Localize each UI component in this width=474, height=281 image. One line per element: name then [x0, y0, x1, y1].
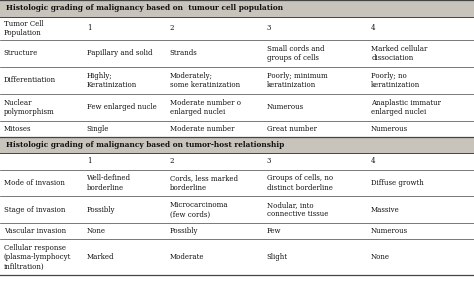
Text: Numerous: Numerous	[371, 227, 408, 235]
Text: Single: Single	[87, 125, 109, 133]
Text: Histologic grading of malignancy based on tumor-host relationship: Histologic grading of malignancy based o…	[6, 141, 284, 149]
Text: 3: 3	[267, 24, 271, 32]
Text: Numerous: Numerous	[371, 125, 408, 133]
Text: Mitoses: Mitoses	[4, 125, 31, 133]
Text: Well-defined
borderline: Well-defined borderline	[87, 175, 131, 192]
Bar	[0, 169, 474, 196]
Text: 4: 4	[371, 157, 375, 166]
Text: Few: Few	[267, 227, 282, 235]
Text: 1: 1	[87, 157, 91, 166]
Bar	[0, 153, 474, 169]
Text: Papillary and solid: Papillary and solid	[87, 49, 152, 57]
Bar	[0, 137, 474, 153]
Text: None: None	[87, 227, 106, 235]
Text: Mode of invasion: Mode of invasion	[4, 179, 64, 187]
Text: Tumor Cell
Population: Tumor Cell Population	[4, 20, 43, 37]
Text: Strands: Strands	[170, 49, 198, 57]
Text: Poorly; no
keratinization: Poorly; no keratinization	[371, 72, 420, 89]
Text: Marked cellular
dissociation: Marked cellular dissociation	[371, 45, 428, 62]
Text: Histologic grading of malignancy based on  tumour cell population: Histologic grading of malignancy based o…	[6, 4, 283, 12]
Text: Massive: Massive	[371, 206, 400, 214]
Text: Cords, less marked
borderline: Cords, less marked borderline	[170, 175, 237, 192]
Bar	[0, 94, 474, 121]
Text: None: None	[371, 253, 390, 261]
Text: Microcarcinoma
(few cords): Microcarcinoma (few cords)	[170, 201, 228, 219]
Text: Cellular response
(plasma-lymphocyt
infiltration): Cellular response (plasma-lymphocyt infi…	[4, 244, 71, 271]
Text: Anaplastic immatur
enlarged nuclei: Anaplastic immatur enlarged nuclei	[371, 99, 441, 116]
Text: Slight: Slight	[267, 253, 288, 261]
Text: Vascular invasion: Vascular invasion	[4, 227, 66, 235]
Bar	[0, 223, 474, 239]
Text: Highly;
Keratinization: Highly; Keratinization	[87, 72, 137, 89]
Text: Moderately;
some keratinization: Moderately; some keratinization	[170, 72, 240, 89]
Text: 2: 2	[170, 24, 174, 32]
Bar	[0, 17, 474, 40]
Text: Groups of cells, no
distinct borderline: Groups of cells, no distinct borderline	[267, 175, 333, 192]
Text: Possibly: Possibly	[170, 227, 198, 235]
Text: Differentiation: Differentiation	[4, 76, 56, 84]
Text: Possibly: Possibly	[87, 206, 115, 214]
Bar	[0, 121, 474, 137]
Text: Moderate number o
enlarged nuclei: Moderate number o enlarged nuclei	[170, 99, 241, 116]
Text: 1: 1	[87, 24, 91, 32]
Bar	[0, 67, 474, 94]
Text: Small cords and
groups of cells: Small cords and groups of cells	[267, 45, 324, 62]
Text: Marked: Marked	[87, 253, 114, 261]
Text: Nodular, into
connective tissue: Nodular, into connective tissue	[267, 201, 328, 219]
Text: Few enlarged nucle: Few enlarged nucle	[87, 103, 156, 111]
Text: Nuclear
polymorphism: Nuclear polymorphism	[4, 99, 55, 116]
Text: Diffuse growth: Diffuse growth	[371, 179, 424, 187]
Text: 2: 2	[170, 157, 174, 166]
Text: Numerous: Numerous	[267, 103, 304, 111]
Text: Stage of invasion: Stage of invasion	[4, 206, 65, 214]
Text: Moderate number: Moderate number	[170, 125, 234, 133]
Text: Structure: Structure	[4, 49, 38, 57]
Text: 4: 4	[371, 24, 375, 32]
Text: Poorly; minimum
keratinization: Poorly; minimum keratinization	[267, 72, 328, 89]
Bar	[0, 0, 474, 17]
Text: Great number: Great number	[267, 125, 317, 133]
Bar	[0, 239, 474, 275]
Text: Moderate: Moderate	[170, 253, 204, 261]
Bar	[0, 40, 474, 67]
Text: 3: 3	[267, 157, 271, 166]
Bar	[0, 196, 474, 223]
